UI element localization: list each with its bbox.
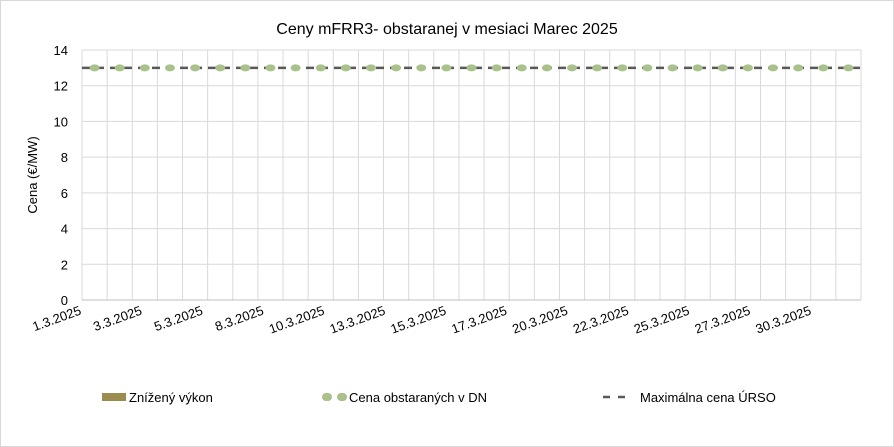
dn-price-marker <box>843 64 854 72</box>
dn-price-marker <box>240 64 251 72</box>
dn-price-marker <box>818 64 829 72</box>
x-tick-label: 1.3.2025 <box>30 303 83 334</box>
x-tick-label: 27.3.2025 <box>693 303 752 337</box>
x-tick-label: 17.3.2025 <box>449 303 508 337</box>
x-tick-label: 25.3.2025 <box>632 303 691 337</box>
dn-price-marker <box>466 64 477 72</box>
dn-price-marker <box>491 64 502 72</box>
dn-price-marker <box>793 64 804 72</box>
x-tick-label: 5.3.2025 <box>152 303 205 334</box>
dn-price-marker <box>265 64 276 72</box>
dn-price-marker <box>692 64 703 72</box>
dn-price-marker <box>139 64 150 72</box>
dn-price-marker <box>717 64 728 72</box>
y-tick-label: 4 <box>61 222 68 237</box>
dn-price-marker <box>114 64 125 72</box>
x-tick-label: 20.3.2025 <box>510 303 569 337</box>
y-tick-label: 0 <box>61 293 68 308</box>
dn-price-marker <box>89 64 100 72</box>
x-tick-label: 15.3.2025 <box>389 303 448 337</box>
dn-price-marker <box>516 64 527 72</box>
y-tick-label: 12 <box>54 79 68 94</box>
dn-price-marker <box>315 64 326 72</box>
legend-swatch-reduced-power <box>102 393 126 401</box>
x-tick-label: 30.3.2025 <box>754 303 813 337</box>
legend-label-dn-price: Cena obstaraných v DN <box>349 390 487 405</box>
dn-price-marker <box>742 64 753 72</box>
x-tick-label: 10.3.2025 <box>267 303 326 337</box>
dn-price-marker <box>541 64 552 72</box>
legend-label-max-price: Maximálna cena ÚRSO <box>640 390 776 405</box>
dn-price-marker <box>642 64 653 72</box>
legend-label-reduced-power: Znížený výkon <box>129 390 213 405</box>
chart-title: Ceny mFRR3- obstaranej v mesiaci Marec 2… <box>276 21 618 38</box>
legend: Znížený výkon Cena obstaraných v DN Maxi… <box>102 390 776 405</box>
dn-price-marker <box>164 64 175 72</box>
y-tick-label: 2 <box>61 257 68 272</box>
x-tick-label: 22.3.2025 <box>571 303 630 337</box>
dn-price-marker <box>365 64 376 72</box>
dn-price-marker <box>190 64 201 72</box>
dn-price-marker <box>441 64 452 72</box>
legend-swatch-dn-price <box>322 393 347 401</box>
dn-price-marker <box>667 64 678 72</box>
dn-price-marker <box>768 64 779 72</box>
y-tick-label: 10 <box>54 114 68 129</box>
x-tick-label: 3.3.2025 <box>91 303 144 334</box>
dn-price-marker <box>290 64 301 72</box>
x-tick-label: 13.3.2025 <box>328 303 387 337</box>
dn-price-marker <box>215 64 226 72</box>
dn-price-marker <box>617 64 628 72</box>
dn-price-marker <box>391 64 402 72</box>
y-tick-label: 6 <box>61 186 68 201</box>
dn-price-marker <box>340 64 351 72</box>
y-axis-label: Cena (€/MW) <box>25 136 40 213</box>
y-tick-label: 8 <box>61 150 68 165</box>
dn-price-marker <box>567 64 578 72</box>
y-tick-label: 14 <box>54 43 68 58</box>
dn-price-marker <box>592 64 603 72</box>
dn-price-marker <box>416 64 427 72</box>
x-tick-label: 8.3.2025 <box>213 303 266 334</box>
